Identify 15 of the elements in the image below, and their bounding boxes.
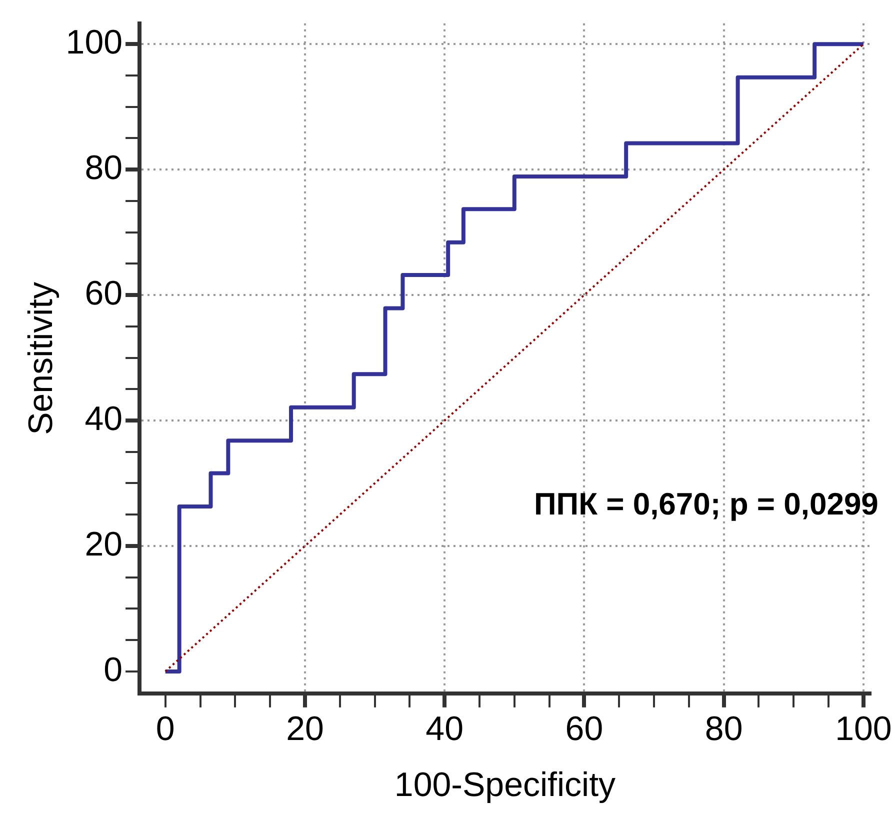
x-tick-label: 0 [156,710,175,748]
y-tick-label: 20 [84,525,123,564]
annotation: ППК = 0,670; p = 0,0299 [534,486,878,522]
y-tick-label: 40 [84,400,123,438]
x-tick-label: 40 [426,710,464,748]
y-tick-label: 80 [84,148,123,187]
x-tick-label: 80 [704,710,743,748]
y-axis-title: Sensitivity [22,282,60,435]
y-tick-label: 0 [104,650,123,689]
x-tick-label: 20 [286,710,324,748]
x-axis-title: 100-Specificity [394,766,616,804]
x-tick-label: 100 [835,710,892,748]
y-tick-label: 100 [66,23,123,62]
y-tick-label: 60 [84,274,123,312]
x-tick-label: 60 [565,710,604,748]
